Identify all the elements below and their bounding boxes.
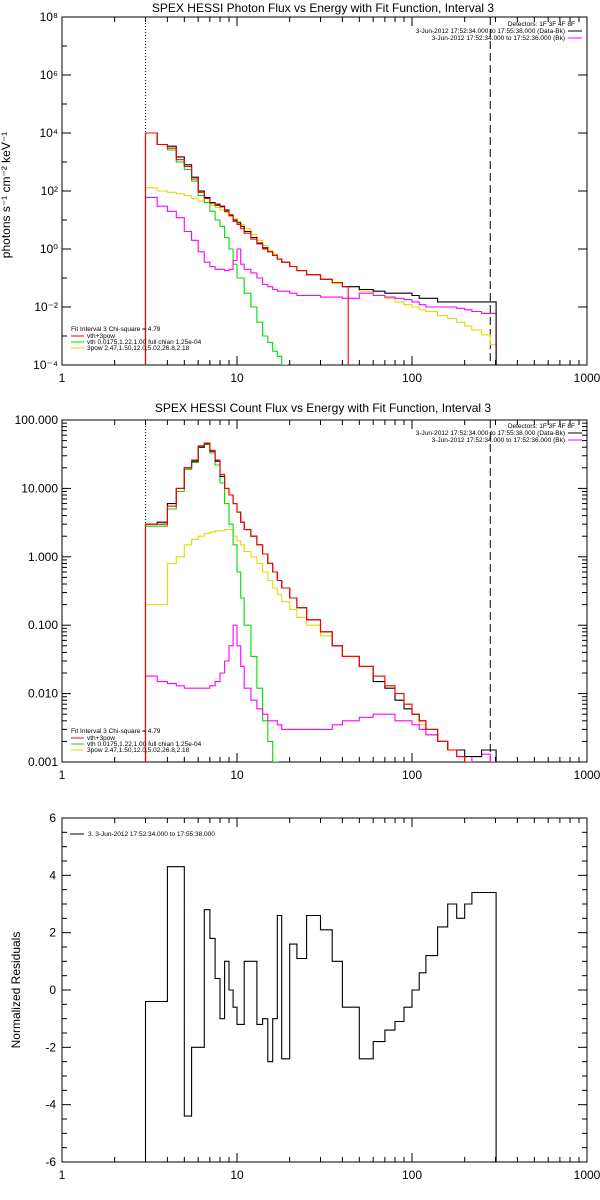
residuals-panel: Normalized Residuals 1 10 100 1000 -6 -4 -2 0 2 4… (9, 811, 600, 1182)
photon-flux-legend-tr-line-2: 3-Jun-2012 17:52:34.000 to 17:52:36.000 … (432, 35, 565, 42)
count-flux-legend-bl-line-3: 3pow 2.47,1.50,12.0,5.02,26.8,2.18 (87, 747, 190, 754)
residuals-ytick-label: 6 (49, 811, 56, 825)
count-flux-legend-tr-line-1: 3-Jun-2012 17:52:34.000 to 17:55:38.000 … (416, 430, 565, 437)
photon-flux-ytick-label: 10⁶ (40, 68, 58, 82)
photon-flux-series-vth (144, 132, 288, 365)
residuals-xtick-label: 1000 (574, 1168, 600, 1182)
count-flux-ytick-label: 100.000 (15, 413, 59, 427)
photon-flux-title: SPEX HESSI Photon Flux vs Energy with Fi… (152, 1, 494, 15)
photon-flux-ytick-label: 10⁻² (34, 300, 58, 314)
count-flux-series-vth (144, 443, 279, 762)
residuals-ytick-label: -2 (45, 1040, 56, 1054)
count-flux-legend-bl-line-2: vth 0.0175,1.22,1.00 full chian 1.25e-04 (87, 741, 202, 748)
count-flux-ytick-label: 0.010 (28, 687, 58, 701)
residuals-legend-label: 3. 3-Jun-2012 17:52:34.000 to 17:55:38.0… (88, 831, 215, 838)
photon-flux-legend-bl-line-1: vth+3pow (87, 333, 115, 340)
count-flux-series (144, 442, 497, 762)
photon-flux-series-vth-3pow (144, 132, 349, 365)
count-flux-legend-tr-line-0: Detectors: 1F 3F 4F 8F (508, 423, 575, 430)
count-flux-panel: SPEX HESSI Count Flux vs Energy with Fit… (15, 401, 600, 782)
photon-flux-ticks: 1 10 100 1000 10⁻⁴ 10⁻² 10⁰ 10² 10⁴ 10⁶ 10⁸ (33, 10, 600, 385)
count-flux-title: SPEX HESSI Count Flux vs Energy with Fit… (155, 401, 491, 415)
count-flux-ytick-label: 1.000 (28, 550, 58, 564)
count-flux-series-vth-3pow (144, 442, 471, 762)
residuals-axes-frame (61, 817, 588, 1163)
residuals-ytick-label: -6 (45, 1155, 56, 1169)
residuals-ytick-label: -4 (45, 1098, 56, 1112)
residuals-legend: 3. 3-Jun-2012 17:52:34.000 to 17:55:38.0… (70, 831, 215, 838)
photon-flux-vlines (144, 17, 491, 365)
photon-flux-ylabel: photons s⁻¹ cm⁻² keV⁻¹ (0, 132, 13, 258)
photon-flux-xtick-label: 10 (230, 371, 244, 385)
residuals-xtick-label: 1 (59, 1168, 66, 1182)
residuals-series-3-3-jun-2012-17-52-34-000-to-17-55-38-000 (144, 866, 497, 1162)
photon-flux-legend-tr-line-1: 3-Jun-2012 17:52:34.000 to 17:55:38.000 … (416, 28, 565, 35)
count-flux-xtick-label: 10 (230, 768, 244, 782)
photon-flux-ytick-label: 10⁰ (40, 242, 58, 256)
count-flux-ytick-label: 0.001 (28, 755, 58, 769)
photon-flux-ytick-label: 10⁸ (40, 10, 58, 24)
photon-flux-legend-bl-line-0: Fit Interval 3 Chi-square = 4.79 (71, 326, 161, 333)
count-flux-series-data-bk (144, 443, 497, 762)
photon-flux-xtick-label: 1 (59, 371, 66, 385)
photon-flux-xtick-label: 100 (402, 371, 422, 385)
photon-flux-series-bk (144, 196, 497, 365)
count-flux-vlines (144, 420, 491, 762)
residuals-xtick-label: 100 (402, 1168, 422, 1182)
count-flux-series-3pow (144, 529, 471, 762)
residuals-ytick-label: 0 (49, 983, 56, 997)
residuals-ytick-label: 4 (49, 868, 56, 882)
photon-flux-legend-bottom-left: Fit Interval 3 Chi-square = 4.79 vth+3po… (71, 326, 202, 352)
photon-flux-legend-tr-line-0: Detectors: 1F 3F 4F 8F (508, 21, 575, 28)
count-flux-axes-frame (61, 419, 588, 763)
photon-flux-axes-frame (61, 16, 588, 366)
count-flux-xtick-label: 100 (402, 768, 422, 782)
count-flux-legend-top-right: Detectors: 1F 3F 4F 8F 3-Jun-2012 17:52:… (416, 423, 582, 444)
photon-flux-legend-top-right: Detectors: 1F 3F 4F 8F 3-Jun-2012 17:52:… (416, 21, 582, 42)
count-flux-legend-bottom-left: Fit Interval 3 Chi-square = 4.79 vth+3po… (71, 728, 202, 754)
count-flux-ytick-label: 10.000 (21, 481, 58, 495)
residuals-ytick-label: 2 (49, 926, 56, 940)
photon-flux-xtick-label: 1000 (574, 371, 600, 385)
photon-flux-legend-bl-line-2: vth 0.0175,1.22,1.00 full chian 1.25e-04 (87, 339, 202, 346)
residuals-ticks: 1 10 100 1000 -6 -4 -2 0 2 4 6 (45, 811, 600, 1182)
residuals-ylabel: Normalized Residuals (9, 932, 23, 1049)
count-flux-legend-bl-line-0: Fit Interval 3 Chi-square = 4.79 (71, 728, 161, 735)
residuals-xtick-label: 10 (230, 1168, 244, 1182)
photon-flux-panel: SPEX HESSI Photon Flux vs Energy with Fi… (0, 1, 600, 385)
count-flux-legend-tr-line-2: 3-Jun-2012 17:52:34.000 to 17:52:36.000 … (432, 437, 565, 444)
count-flux-ytick-label: 0.100 (28, 618, 58, 632)
photon-flux-series (144, 132, 497, 365)
count-flux-xtick-label: 1000 (574, 768, 600, 782)
count-flux-legend-bl-line-1: vth+3pow (87, 735, 115, 742)
photon-flux-ytick-label: 10⁴ (39, 126, 58, 140)
photon-flux-legend-bl-line-3: 3pow 2.47,1.50,12.0,5.02,26.8,2.18 (87, 345, 190, 352)
residuals-series (144, 866, 497, 1162)
photon-flux-ytick-label: 10⁻⁴ (33, 358, 58, 372)
photon-flux-ytick-label: 10² (41, 184, 58, 198)
count-flux-xtick-label: 1 (59, 768, 66, 782)
count-flux-ticks: 1 10 100 1000 0.001 0.010 0.100 1.000 10.000 100.… (15, 413, 600, 782)
